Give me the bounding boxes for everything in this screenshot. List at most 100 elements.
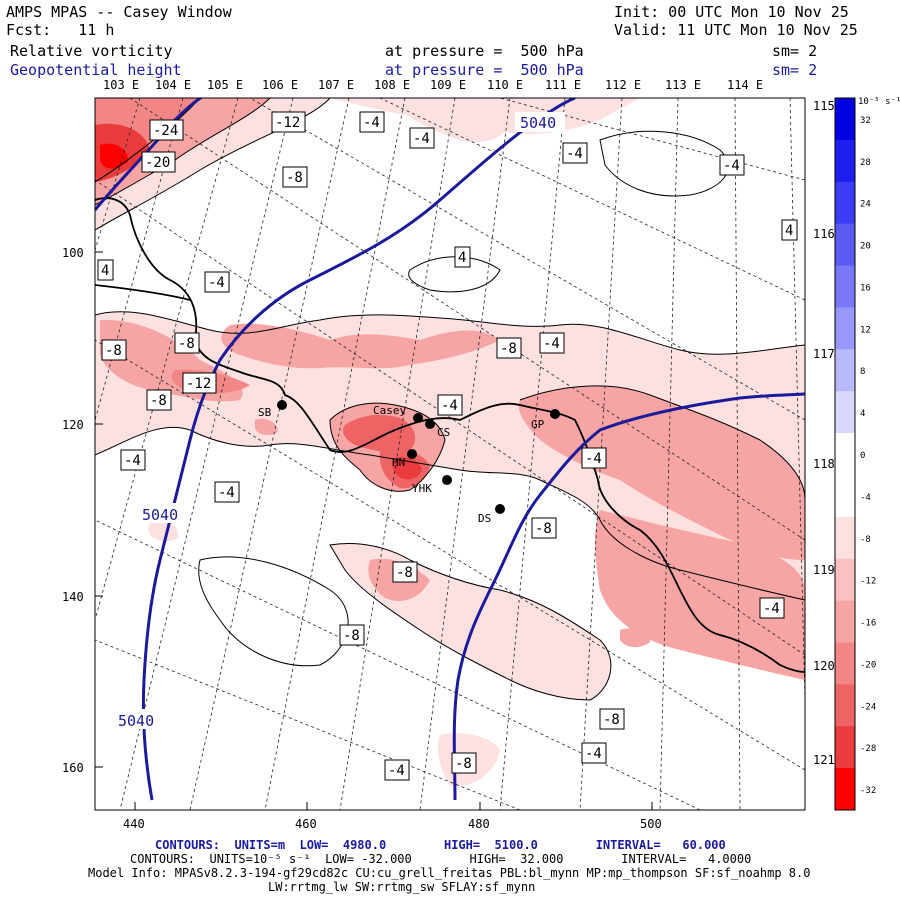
vorticity-label: -8 (343, 628, 360, 644)
vorticity-label: 4 (101, 263, 109, 279)
station-label: SB (258, 406, 272, 419)
colorbar-tick-label: 20 (860, 242, 871, 252)
station-marker (550, 409, 560, 419)
vorticity-label-box (539, 332, 565, 354)
vorticity-label: -8 (455, 756, 472, 772)
vorticity-label: -4 (388, 763, 405, 779)
lon-label: 113 E (665, 78, 701, 92)
lon-label: 106 E (262, 78, 298, 92)
vorticity-label-box (781, 219, 798, 241)
vorticity-label: -8 (178, 336, 195, 352)
field2-level: at pressure = 500 hPa (385, 61, 584, 79)
vorticity-label: -8 (105, 343, 122, 359)
colorbar-swatch (835, 307, 855, 350)
valid-time: Valid: 11 UTC Mon 10 Nov 25 (614, 21, 858, 39)
vorticity-label: -4 (208, 275, 225, 291)
vorticity-label: -8 (603, 712, 620, 728)
lon-label: 104 E (155, 78, 191, 92)
colorbar-swatch (835, 726, 855, 769)
vorticity-label: -4 (585, 451, 602, 467)
colorbar-swatch (835, 600, 855, 643)
station-label: DS (478, 512, 491, 525)
vorticity-label-box (214, 481, 240, 503)
height-label: 5040 (520, 114, 556, 132)
colorbar-tick-label: -20 (860, 660, 876, 670)
vorticity-label-box (437, 394, 463, 416)
vorticity-label-box (581, 742, 607, 764)
y-tick-label: 140 (62, 590, 84, 604)
vorticity-label: -4 (413, 131, 430, 147)
vorticity-label-box (141, 151, 176, 173)
top-longitude-labels: 103 E 104 E 105 E 106 E 107 E 108 E 109 … (103, 78, 763, 92)
lon-label: 105 E (207, 78, 243, 92)
vorticity-label-box (759, 597, 785, 619)
vorticity-label-box (719, 154, 745, 176)
colorbar-tick-label: 24 (860, 200, 871, 210)
colorbar-swatch (835, 98, 855, 141)
vorticity-label-box (271, 111, 306, 133)
colorbar-swatch (835, 558, 855, 602)
vorticity-label-box (120, 449, 146, 471)
lon-label: 114 E (727, 78, 763, 92)
colorbar-tick-label: -28 (860, 744, 876, 754)
colorbar-swatch (835, 433, 855, 476)
y-tick-label: 120 (62, 418, 84, 432)
lon-label: 112 E (605, 78, 641, 92)
station-marker (413, 413, 423, 423)
vorticity-label-box (384, 759, 410, 781)
x-tick-label: 500 (640, 817, 662, 831)
colorbar-tick-label: -24 (860, 702, 876, 712)
vorticity-label: -8 (535, 521, 552, 537)
vorticity-label: -12 (275, 115, 300, 131)
station-label: GP (531, 418, 545, 431)
colorbar-tick-label: 28 (860, 158, 871, 168)
vorticity-label: -8 (396, 565, 413, 581)
station-marker (277, 400, 287, 410)
station-marker (425, 419, 435, 429)
field1-name: Relative vorticity (10, 42, 173, 60)
vorticity-label-box (392, 561, 418, 583)
vorticity-label-box (339, 624, 365, 646)
vorticity-label-box (531, 517, 557, 539)
height-labels: 5040 5040 5040 (117, 112, 565, 730)
height-label: 5040 (118, 712, 154, 730)
colorbar-tick-label: 16 (860, 283, 871, 293)
y-tick-label: 100 (62, 246, 84, 260)
vorticity-label-box (97, 259, 114, 281)
vorticity-label-box (581, 447, 607, 469)
colorbar-tick-label: 4 (860, 409, 865, 419)
colorbar-swatch (835, 223, 855, 267)
height-label: 5040 (142, 506, 178, 524)
vorticity-label: -12 (186, 376, 211, 392)
vorticity-label-box (454, 246, 471, 268)
vorticity-label: -4 (585, 746, 602, 762)
vorticity-label-box (149, 119, 184, 141)
field1-smoothing: sm= 2 (772, 42, 818, 60)
vorticity-label: -4 (441, 398, 458, 414)
colorbar-tick-label: 8 (860, 367, 865, 377)
y-tick-label: 160 (62, 761, 84, 775)
vorticity-label-box (101, 339, 127, 361)
vorticity-labels: -24 -20 -12 -4 -4 -8 -4 -4 4 4 -4 4 -8 -8 -8 -4 -12 -8 -4 -… (97, 111, 798, 781)
colorbar-swatch (835, 181, 855, 225)
vorticity-contour-info: CONTOURS: UNITS=10⁻⁵ s⁻¹ LOW= -32.000 HI… (130, 852, 752, 866)
lon-label: 110 E (487, 78, 523, 92)
colorbar-tick-label: -4 (860, 493, 871, 503)
axis-ticks (95, 251, 653, 810)
vorticity-label-box (409, 127, 435, 149)
vorticity-label-box (451, 752, 477, 774)
colorbar-swatch (835, 139, 855, 183)
vorticity-label: -20 (145, 155, 170, 171)
vorticity-label: -8 (500, 341, 517, 357)
x-tick-label: 440 (123, 817, 145, 831)
map-frame (94, 97, 806, 811)
lon-label: 107 E (318, 78, 354, 92)
vorticity-label-box (204, 271, 230, 293)
station-label: CS (437, 426, 450, 439)
stations: SB Casey CS HN YHK DS GP (258, 400, 560, 525)
colorbar-swatch (835, 349, 855, 392)
vorticity-label: -4 (218, 485, 235, 501)
vorticity-label: -24 (153, 123, 178, 139)
x-tick-labels: 440 460 480 500 (123, 817, 662, 831)
colorbar-tick-label: 0 (860, 451, 865, 461)
